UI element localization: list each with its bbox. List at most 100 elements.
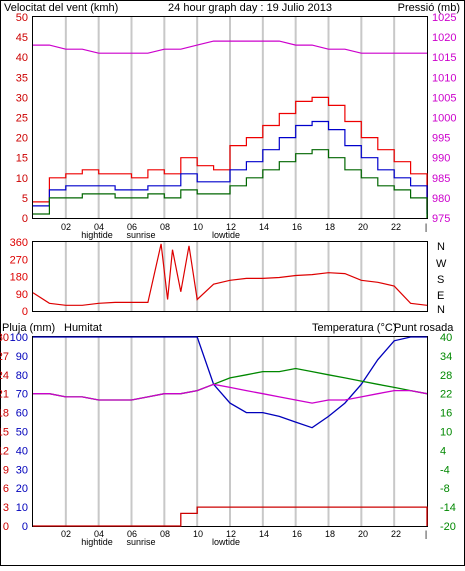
x-tick-label: 04 xyxy=(94,222,104,232)
pressure-y-tick-label: 1000 xyxy=(432,113,456,125)
low-series-line xyxy=(33,149,428,218)
temperature-y-tick-label: -14 xyxy=(440,502,456,514)
rain-y-tick-label: 0 xyxy=(3,521,9,533)
wind-y-tick-label: 40 xyxy=(16,52,28,64)
rain-y-tick-label: 21 xyxy=(0,389,9,401)
rain-y-tick-label: 27 xyxy=(0,351,9,363)
temperature-y-tick-label: 28 xyxy=(440,370,452,382)
humidity-y-tick-label: 70 xyxy=(16,389,28,401)
humidity-series-line xyxy=(33,336,427,429)
direction-series-line xyxy=(32,243,428,306)
humidity-y-tick-label: 20 xyxy=(16,483,28,495)
temperature-axis-title: Temperatura (°C) xyxy=(312,322,396,334)
pressure-axis-title: Pressió (mb) xyxy=(398,2,460,14)
wind-y-tick-label: 30 xyxy=(16,92,28,104)
cardinal-label: N xyxy=(437,304,445,316)
humidity-y-tick-label: 50 xyxy=(16,427,28,439)
temperature-y-tick-label: -20 xyxy=(440,521,456,533)
humidity-y-tick-label: 90 xyxy=(16,351,28,363)
wind-y-tick-label: 25 xyxy=(16,113,28,125)
lowtide-label: lowtide xyxy=(212,230,240,240)
humidity-y-tick-label: 60 xyxy=(16,408,28,420)
rain-y-tick-label: 12 xyxy=(0,445,9,457)
temperature-y-tick-label: 10 xyxy=(440,427,452,439)
x-tick-label: 20 xyxy=(358,222,368,232)
rain-axis-title: Pluja (mm) xyxy=(2,322,55,334)
x-tick-label: 18 xyxy=(325,222,335,232)
temperature-y-tick-label: 34 xyxy=(440,351,452,363)
pressure-y-tick-label: 1015 xyxy=(432,52,456,64)
direction-y-tick-label: 0 xyxy=(22,306,28,318)
pressure-y-tick-label: 1005 xyxy=(432,92,456,104)
temperature-y-tick-label: 40 xyxy=(440,332,452,344)
avg-series-line xyxy=(33,120,428,214)
chart-title: 24 hour graph day : 19 Julio 2013 xyxy=(168,2,332,14)
temperature-y-tick-label: 22 xyxy=(440,389,452,401)
temperature-y-tick-label: 4 xyxy=(440,445,446,457)
gust-series-line xyxy=(33,96,428,210)
x-tick-label: 12 xyxy=(226,529,236,539)
x-tick-label: 14 xyxy=(259,529,269,539)
wind-y-tick-label: 20 xyxy=(16,133,28,145)
grid-lines xyxy=(64,17,396,526)
climate-panel-frame xyxy=(32,336,428,527)
cardinal-label: S xyxy=(437,274,444,286)
humidity-y-tick-label: 80 xyxy=(16,370,28,382)
cardinal-labels: N W S E N xyxy=(436,241,447,316)
hightide-label: hightide xyxy=(81,537,113,547)
sunrise-label: sunrise xyxy=(126,230,155,240)
x-tick-label: 06 xyxy=(127,222,137,232)
rain-y-tick-label: 6 xyxy=(3,483,9,495)
climate-x-axis: 02 04 06 08 10 12 14 16 18 20 22 | hight… xyxy=(61,529,427,547)
x-tick-label: 08 xyxy=(160,222,170,232)
x-tick-label: 12 xyxy=(226,222,236,232)
x-tick-label: 20 xyxy=(358,529,368,539)
pressure-y-tick-label: 975 xyxy=(432,213,450,225)
direction-y-tick-label: 90 xyxy=(16,289,28,301)
dewpoint-axis-title: Punt rosada xyxy=(394,322,454,334)
temperature-y-tick-label: 16 xyxy=(440,408,452,420)
x-tick-label: 16 xyxy=(292,529,302,539)
pressure-y-tick-label: 985 xyxy=(432,173,450,185)
wind-x-axis: 02 04 06 08 10 12 14 16 18 20 22 | hight… xyxy=(61,222,427,240)
wind-y-tick-label: 15 xyxy=(16,153,28,165)
temperature-y-tick-label: -4 xyxy=(440,464,450,476)
temperature-y-tick-label: -8 xyxy=(440,483,450,495)
rain-y-tick-label: 30 xyxy=(0,332,9,344)
sunrise-label: sunrise xyxy=(126,537,155,547)
x-tick-label: 02 xyxy=(61,222,71,232)
cardinal-label: E xyxy=(437,290,444,302)
humidity-axis-title: Humitat xyxy=(64,322,102,334)
pressure-y-tick-label: 980 xyxy=(432,193,450,205)
rain-y-tick-label: 18 xyxy=(0,408,9,420)
wind-axis-title: Velocitat del vent (kmh) xyxy=(4,2,118,14)
rain-y-tick-label: 3 xyxy=(3,502,9,514)
x-end-tick: | xyxy=(425,222,427,232)
x-tick-label: 22 xyxy=(391,222,401,232)
humidity-y-tick-label: 40 xyxy=(16,445,28,457)
x-tick-label: 22 xyxy=(391,529,401,539)
wind-y-tick-label: 10 xyxy=(16,173,28,185)
humidity-y-tick-label: 30 xyxy=(16,464,28,476)
wind-panel-frame xyxy=(32,16,428,219)
humidity-y-tick-label: 0 xyxy=(22,521,28,533)
cardinal-label: N xyxy=(437,241,445,253)
wind-y-tick-label: 45 xyxy=(16,32,28,44)
x-tick-label: 10 xyxy=(193,222,203,232)
pressure-y-tick-label: 990 xyxy=(432,153,450,165)
lowtide-label: lowtide xyxy=(212,537,240,547)
x-tick-label: 10 xyxy=(193,529,203,539)
direction-y-tick-label: 180 xyxy=(10,272,28,284)
wind-y-tick-label: 35 xyxy=(16,72,28,84)
pressure-y-tick-label: 1020 xyxy=(432,32,456,44)
direction-y-tick-label: 360 xyxy=(10,237,28,249)
x-tick-label: 16 xyxy=(292,222,302,232)
wind-y-tick-label: 5 xyxy=(22,193,28,205)
tick-labels: 0510152025303540455097598098599099510001… xyxy=(0,12,456,533)
x-tick-label: 02 xyxy=(61,529,71,539)
pressure-series-line xyxy=(33,40,427,54)
x-end-tick: | xyxy=(425,529,427,539)
dewpoint-series-line xyxy=(33,383,428,404)
rain-y-tick-label: 24 xyxy=(0,370,9,382)
series-lines xyxy=(32,40,428,527)
